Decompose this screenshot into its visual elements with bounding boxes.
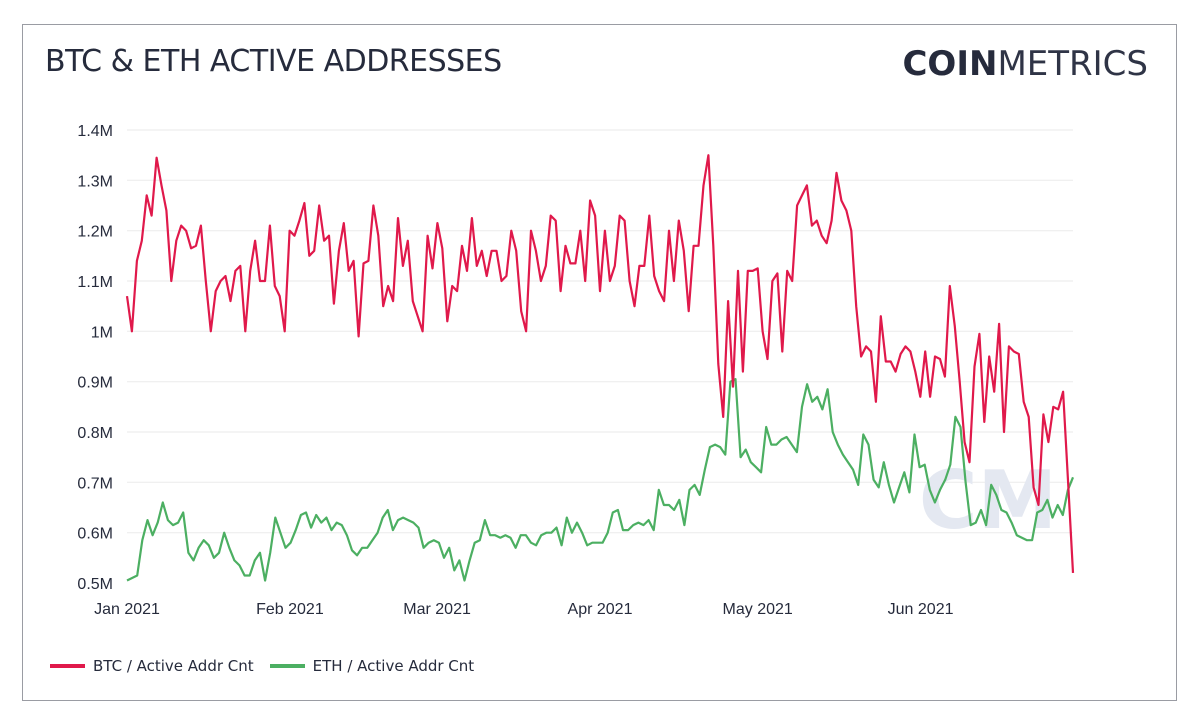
x-tick-label: Mar 2021 [403, 601, 471, 618]
x-tick-label: Feb 2021 [256, 601, 324, 618]
y-tick-label: 1.1M [77, 274, 113, 291]
y-tick-label: 0.6M [77, 526, 113, 543]
logo-light-text: METRICS [997, 44, 1148, 84]
legend-swatch-btc [50, 664, 85, 668]
legend-item-eth[interactable]: ETH / Active Addr Cnt [269, 657, 475, 675]
y-tick-label: 0.7M [77, 475, 113, 492]
y-tick-label: 1.2M [77, 224, 113, 241]
x-tick-label: Jun 2021 [888, 601, 954, 618]
x-axis: Jan 2021 Feb 2021 Mar 2021 Apr 2021 May 2021… [94, 601, 954, 618]
x-tick-label: May 2021 [723, 601, 793, 618]
legend-item-btc[interactable]: BTC / Active Addr Cnt [50, 657, 254, 675]
y-tick-label: 0.8M [77, 425, 113, 442]
y-tick-label: 0.5M [77, 576, 113, 593]
y-tick-label: 1M [91, 324, 113, 341]
x-tick-label: Jan 2021 [94, 601, 160, 618]
legend-swatch-eth [269, 664, 305, 668]
btc-line[interactable] [125, 154, 1075, 573]
y-axis: 0.5M 0.6M 0.7M 0.8M 0.9M 1M 1.1M 1.2M 1.3M 1.4M [77, 123, 113, 593]
coinmetrics-logo: COINMETRICS [902, 44, 1148, 84]
y-tick-label: 1.3M [77, 173, 113, 190]
x-tick-label: Apr 2021 [568, 601, 633, 618]
legend: BTC / Active Addr Cnt ETH / Active Addr … [50, 657, 490, 675]
legend-label-btc: BTC / Active Addr Cnt [93, 657, 254, 675]
chart-title: BTC & ETH ACTIVE ADDRESSES [45, 44, 502, 79]
eth-line[interactable] [126, 378, 1075, 582]
y-tick-label: 1.4M [77, 123, 113, 140]
series-lines [125, 154, 1075, 582]
y-tick-label: 0.9M [77, 375, 113, 392]
legend-label-eth: ETH / Active Addr Cnt [312, 657, 475, 675]
logo-bold-text: COIN [902, 44, 998, 84]
chart-frame [22, 24, 1177, 701]
